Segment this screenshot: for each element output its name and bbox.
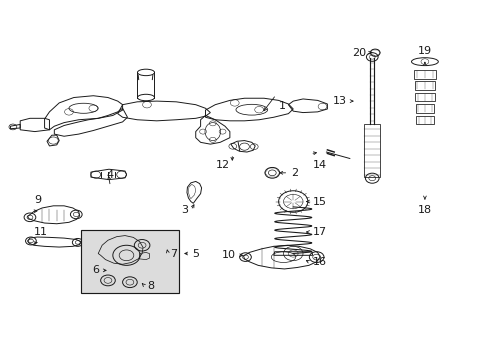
Text: 18: 18 [417,205,431,215]
Text: 13: 13 [332,96,346,106]
Text: 16: 16 [312,257,326,267]
Text: 14: 14 [312,160,326,170]
Text: 12: 12 [215,160,229,170]
Text: 7: 7 [170,248,177,258]
FancyBboxPatch shape [81,230,178,293]
Text: 9: 9 [34,195,41,205]
Text: 19: 19 [417,46,431,56]
Text: 20: 20 [351,48,366,58]
Text: 10: 10 [221,250,235,260]
Text: 5: 5 [192,248,199,258]
Text: 11: 11 [34,228,48,237]
Text: 3: 3 [181,206,188,216]
Text: 4: 4 [106,170,114,180]
Text: 17: 17 [312,227,326,237]
Text: 6: 6 [92,265,99,275]
Text: 8: 8 [147,281,154,291]
Text: 1: 1 [278,101,285,111]
Text: 2: 2 [290,168,297,178]
Text: 15: 15 [312,197,326,207]
